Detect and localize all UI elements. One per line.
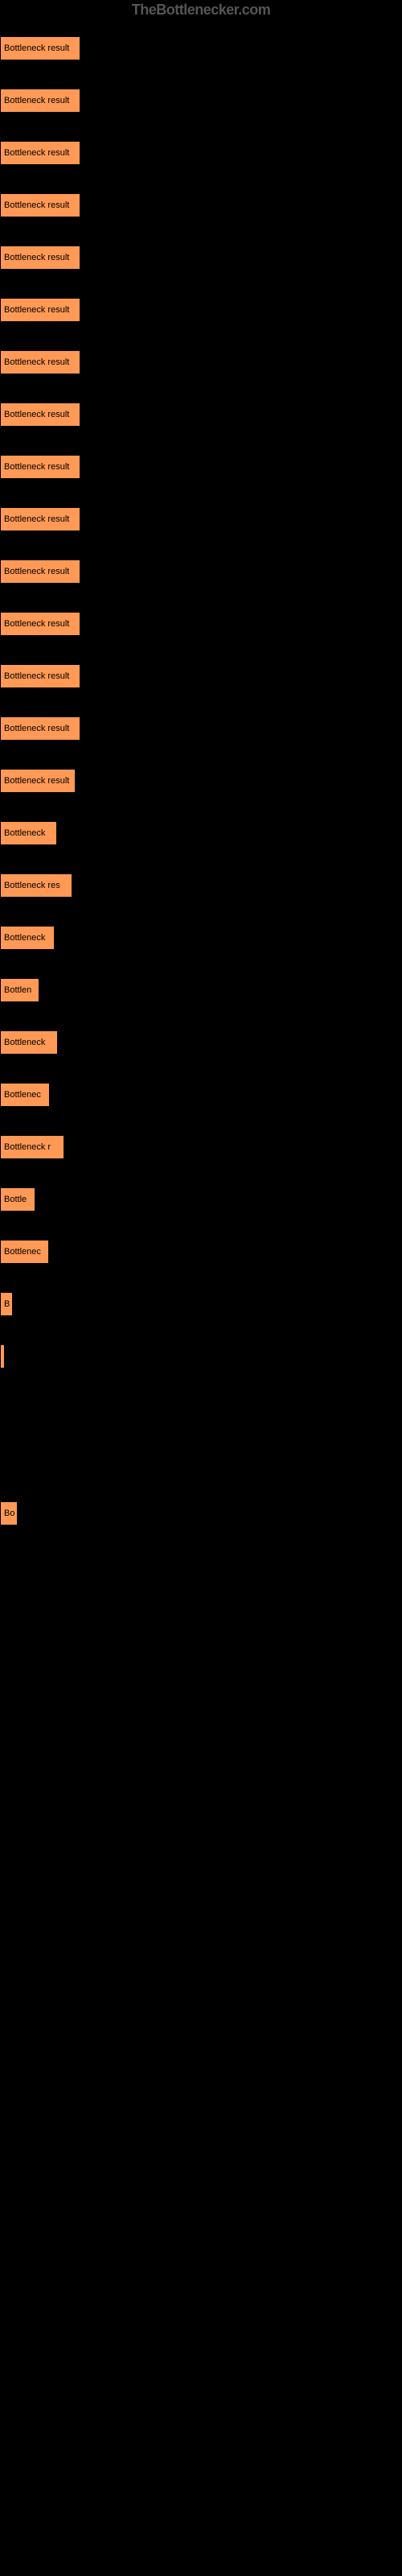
bar-row: Bottleneck result	[0, 547, 402, 600]
bar-row: Bottle	[0, 1175, 402, 1228]
bar: Bottleneck result	[0, 455, 80, 479]
bar-row: Bottleneck result	[0, 652, 402, 704]
bar-label: Bottleneck result	[4, 148, 69, 158]
bar-label: B	[4, 1299, 10, 1309]
bar-row: Bottleneck result	[0, 129, 402, 181]
bar-row: Bottleneck result	[0, 233, 402, 286]
bar-label: Bottleneck result	[4, 43, 69, 53]
bar-row: Bottleneck result	[0, 704, 402, 757]
bar-label: Bottlenec	[4, 1247, 41, 1257]
bar-row: Bottlen	[0, 966, 402, 1018]
bar-label: Bottleneck result	[4, 200, 69, 210]
bar: Bottleneck result	[0, 350, 80, 374]
watermark-text: TheBottlenecker.com	[132, 2, 271, 19]
bar: Bottleneck result	[0, 141, 80, 165]
bar-row	[0, 1385, 402, 1437]
bar-row: Bottleneck result	[0, 338, 402, 390]
bar-row: Bottleneck	[0, 809, 402, 861]
bar: Bottleneck res	[0, 873, 72, 898]
bar-label: Bottleneck result	[4, 514, 69, 524]
bar: Bottleneck	[0, 821, 57, 845]
bar-row	[0, 1332, 402, 1385]
bar-row: Bottleneck r	[0, 1123, 402, 1175]
bar-label: Bottlenec	[4, 1090, 41, 1100]
bar-row	[0, 1437, 402, 1489]
bar-label: Bottleneck result	[4, 567, 69, 576]
bar-row: Bottleneck res	[0, 861, 402, 914]
bar-label: Bottleneck	[4, 828, 45, 838]
bar-row: Bottleneck result	[0, 495, 402, 547]
bar	[0, 1344, 5, 1368]
bar-label: Bottleneck res	[4, 881, 60, 890]
bar: Bottleneck result	[0, 89, 80, 113]
bar-label: Bottlen	[4, 985, 31, 995]
bar-label: Bottleneck result	[4, 671, 69, 681]
bar-label: Bottleneck result	[4, 253, 69, 262]
bar-label: Bottleneck result	[4, 410, 69, 419]
bar-row: Bottleneck result	[0, 390, 402, 443]
bar: Bottleneck result	[0, 298, 80, 322]
bar: Bottleneck result	[0, 769, 76, 793]
bar-row: Bottleneck result	[0, 600, 402, 652]
bar-row: Bottleneck result	[0, 286, 402, 338]
bar-row: Bottleneck result	[0, 76, 402, 129]
bar-label: Bottleneck result	[4, 619, 69, 629]
bar-row: Bottleneck result	[0, 443, 402, 495]
bar-row: Bottleneck result	[0, 24, 402, 76]
bar: Bottleneck result	[0, 559, 80, 584]
bar-row: Bottlenec	[0, 1228, 402, 1280]
bar: Bottlenec	[0, 1240, 49, 1264]
bar: Bottleneck result	[0, 36, 80, 60]
bar: Bottlen	[0, 978, 39, 1002]
bar-row: Bottleneck	[0, 914, 402, 966]
bar: Bottleneck	[0, 926, 55, 950]
bar-label: Bottleneck	[4, 933, 45, 943]
bar-label: Bottleneck result	[4, 724, 69, 733]
bar-row: Bottleneck	[0, 1018, 402, 1071]
bar-label: Bottleneck	[4, 1038, 45, 1047]
bar-label: Bottleneck result	[4, 305, 69, 315]
bar-label: Bottleneck result	[4, 357, 69, 367]
bar: Bottleneck result	[0, 716, 80, 741]
bar-label: Bo	[4, 1509, 14, 1518]
bar-label: Bottleneck r	[4, 1142, 51, 1152]
bar: Bottleneck	[0, 1030, 58, 1055]
bar-label: Bottleneck result	[4, 776, 69, 786]
bar-row: Bottlenec	[0, 1071, 402, 1123]
bar-label: Bottle	[4, 1195, 27, 1204]
bar: Bottleneck result	[0, 507, 80, 531]
bar: B	[0, 1292, 13, 1316]
bar: Bottleneck result	[0, 402, 80, 427]
bar: Bottleneck result	[0, 246, 80, 270]
bar-row: Bottleneck result	[0, 181, 402, 233]
bar-row: B	[0, 1280, 402, 1332]
bar: Bottlenec	[0, 1083, 50, 1107]
bar: Bottleneck result	[0, 612, 80, 636]
bar-row: Bo	[0, 1489, 402, 1542]
bar: Bottle	[0, 1187, 35, 1212]
bar-row: Bottleneck result	[0, 757, 402, 809]
bar-label: Bottleneck result	[4, 462, 69, 472]
bar: Bottleneck r	[0, 1135, 64, 1159]
bar: Bo	[0, 1501, 18, 1525]
bar-label: Bottleneck result	[4, 96, 69, 105]
bar: Bottleneck result	[0, 193, 80, 217]
bar-chart: Bottleneck result Bottleneck result Bottle…	[0, 24, 402, 1542]
bar: Bottleneck result	[0, 664, 80, 688]
